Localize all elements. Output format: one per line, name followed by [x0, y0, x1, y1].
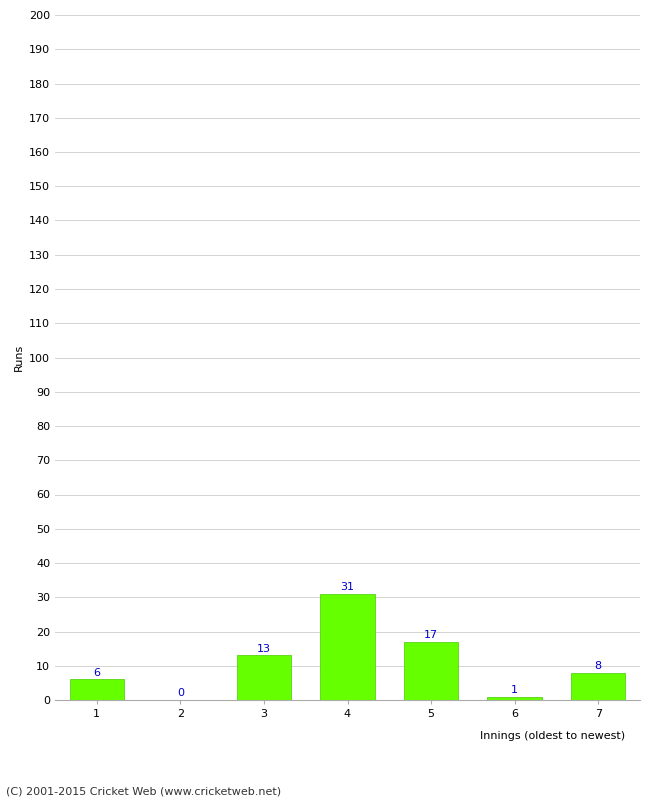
Bar	[488, 697, 542, 700]
Bar	[404, 642, 458, 700]
Text: 8: 8	[595, 661, 602, 671]
Bar	[237, 655, 291, 700]
Text: 6: 6	[94, 668, 100, 678]
Text: 13: 13	[257, 644, 271, 654]
Text: 0: 0	[177, 688, 184, 698]
Bar	[70, 679, 124, 700]
Text: 1: 1	[511, 685, 518, 695]
Y-axis label: Runs: Runs	[14, 344, 23, 371]
Text: 31: 31	[341, 582, 354, 592]
Text: 17: 17	[424, 630, 438, 640]
X-axis label: Innings (oldest to newest): Innings (oldest to newest)	[480, 731, 625, 741]
Bar	[320, 594, 374, 700]
Text: (C) 2001-2015 Cricket Web (www.cricketweb.net): (C) 2001-2015 Cricket Web (www.cricketwe…	[6, 786, 281, 796]
Bar	[571, 673, 625, 700]
